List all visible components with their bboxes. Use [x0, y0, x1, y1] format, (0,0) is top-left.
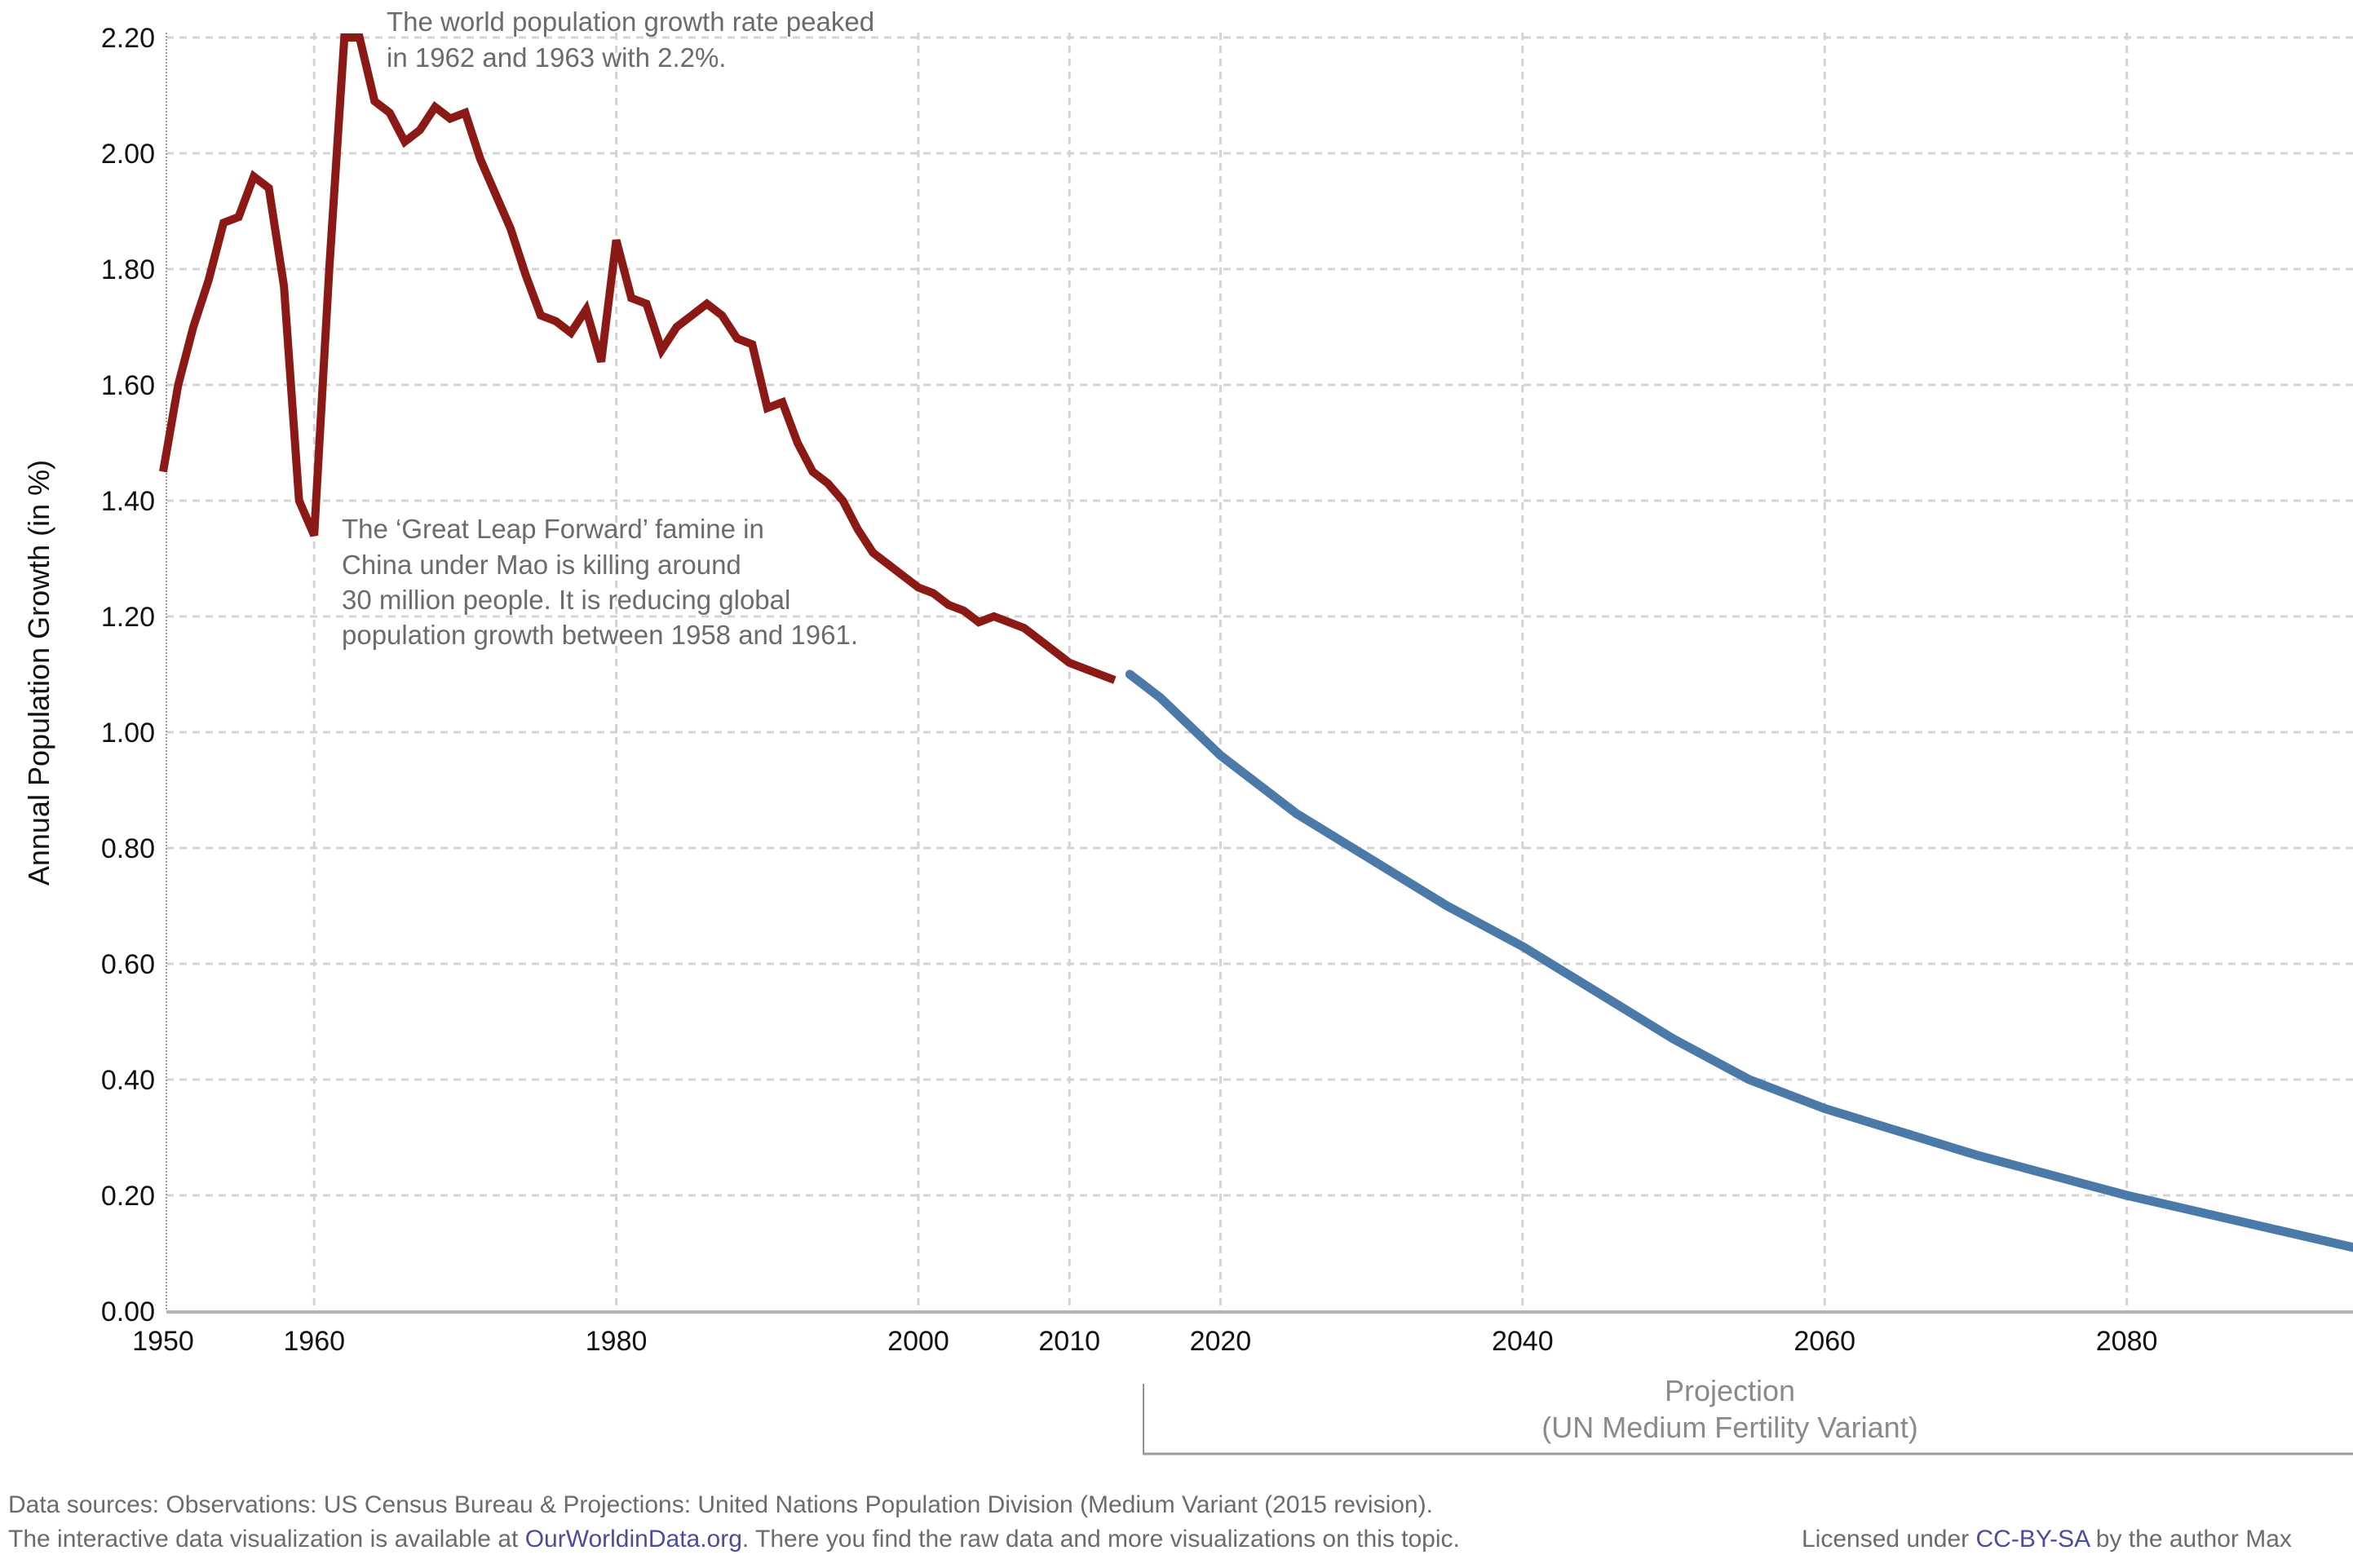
y-tick-label: 2.00	[101, 139, 155, 170]
observations-line	[159, 33, 1117, 684]
y-tick-label: 1.00	[101, 718, 155, 749]
license-suffix: by the author Max	[2089, 1526, 2291, 1553]
x-tick-labels: 1950 1960 1980 2000 2010 2020 2040 2060 2080	[132, 1326, 2157, 1357]
footer-license: Licensed under CC-BY-SA by the author Ma…	[1802, 1526, 2292, 1553]
x-tick-label: 1950	[132, 1326, 194, 1357]
y-tick-label: 0.20	[101, 1181, 155, 1212]
projection-line	[1125, 669, 2353, 1252]
x-tick-label: 2010	[1038, 1326, 1100, 1357]
y-tick-label: 0.40	[101, 1065, 155, 1096]
footer-sources: Data sources: Observations: US Census Bu…	[8, 1491, 1433, 1518]
y-tick-labels: 0.00 0.20 0.40 0.60 0.80 1.00 1.20 1.40 1.60 1.80…	[101, 23, 155, 1327]
famine-annotation-line-2: China under Mao is killing around	[342, 550, 741, 580]
y-tick-label: 0.60	[101, 949, 155, 980]
license-link[interactable]: CC-BY-SA	[1976, 1526, 2091, 1553]
peak-annotation-line-1: The world population growth rate peaked	[387, 7, 874, 37]
footer-note-prefix: The interactive data visualization is av…	[8, 1526, 525, 1553]
projection-label: Projection	[1665, 1374, 1795, 1407]
y-tick-label: 0.80	[101, 833, 155, 864]
x-tick-label: 2020	[1190, 1326, 1252, 1357]
x-tick-label: 2060	[1793, 1326, 1855, 1357]
y-tick-label: 2.20	[101, 23, 155, 54]
x-tick-label: 1980	[586, 1326, 648, 1357]
peak-annotation-line-2: in 1962 and 1963 with 2.2%.	[387, 42, 726, 73]
footer-visualization-note: The interactive data visualization is av…	[8, 1526, 1460, 1553]
projection-sublabel: (UN Medium Fertility Variant)	[1541, 1411, 1917, 1444]
grid-lines	[166, 33, 2353, 1311]
x-tick-label: 2040	[1492, 1326, 1554, 1357]
y-axis-label: Annual Population Growth (in %)	[22, 460, 55, 886]
x-tick-label: 2080	[2096, 1326, 2158, 1357]
x-tick-label: 1960	[283, 1326, 345, 1357]
series-group	[159, 33, 2353, 1252]
footer-note-suffix: . There you find the raw data and more v…	[742, 1526, 1460, 1553]
y-tick-label: 1.20	[101, 602, 155, 633]
y-tick-label: 1.80	[101, 254, 155, 285]
y-tick-label: 1.60	[101, 370, 155, 401]
license-prefix: Licensed under	[1802, 1526, 1976, 1553]
owid-link[interactable]: OurWorldinData.org	[525, 1526, 742, 1553]
famine-annotation-line-4: population growth between 1958 and 1961.	[342, 620, 858, 650]
y-tick-label: 0.00	[101, 1296, 155, 1327]
famine-annotation-line-3: 30 million people. It is reducing global	[342, 585, 790, 615]
famine-annotation-line-1: The ‘Great Leap Forward’ famine in	[342, 514, 764, 544]
x-tick-label: 2000	[887, 1326, 949, 1357]
y-tick-label: 1.40	[101, 486, 155, 517]
